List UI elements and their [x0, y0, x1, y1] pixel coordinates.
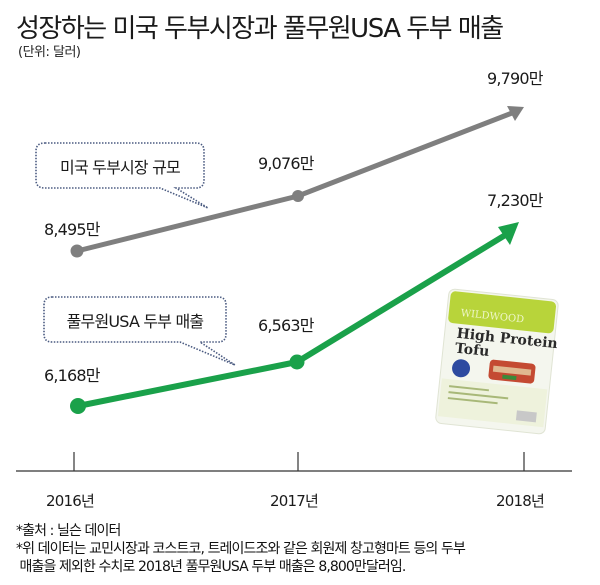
source-note: *출처 : 닐슨 데이터 — [16, 523, 121, 539]
x-axis — [16, 452, 572, 472]
arrow-head-icon — [507, 106, 524, 121]
legend-callout-market: 미국 두부시장 규모 — [60, 157, 181, 177]
label-sales-2017: 6,563만 — [258, 316, 315, 335]
x-label-2016: 2016년 — [46, 492, 95, 510]
label-sales-2018: 7,230만 — [487, 191, 544, 210]
series-market — [70, 106, 524, 258]
unit-label: (단위: 달러) — [18, 45, 81, 60]
label-market-2018: 9,790만 — [487, 69, 544, 88]
svg-text:Tofu: Tofu — [454, 341, 490, 361]
label-market-2016: 8,495만 — [44, 220, 101, 239]
point-market-2016 — [70, 244, 84, 258]
x-label-2017: 2017년 — [270, 492, 319, 510]
label-sales-2016: 6,168만 — [44, 366, 101, 385]
series-sales — [70, 222, 519, 414]
callout-sales-shape — [43, 296, 236, 366]
point-sales-2017 — [289, 354, 305, 370]
point-market-2017 — [292, 190, 304, 202]
page-title: 성장하는 미국 두부시장과 풀무원USA 두부 매출 — [16, 14, 504, 44]
data-note-line-1: *위 데이터는 교민시장과 코스트코, 트레이드조와 같은 회원제 창고형마트 … — [16, 541, 466, 557]
tofu-product-image: WILDWOOD High Protein Tofu — [432, 286, 562, 436]
arrow-head-icon — [498, 222, 519, 245]
data-note-line-2: 매출을 제외한 수치로 2018년 풀무원USA 두부 매출은 8,800만달러… — [16, 559, 407, 575]
callout-market-shape — [35, 142, 209, 209]
point-sales-2016 — [70, 398, 86, 414]
footnotes: *출처 : 닐슨 데이터 *위 데이터는 교민시장과 코스트코, 트레이드조와 … — [16, 522, 466, 576]
legend-callout-sales: 풀무원USA 두부 매출 — [66, 311, 205, 331]
x-label-2018: 2018년 — [496, 492, 545, 510]
label-market-2017: 9,076만 — [258, 154, 315, 173]
